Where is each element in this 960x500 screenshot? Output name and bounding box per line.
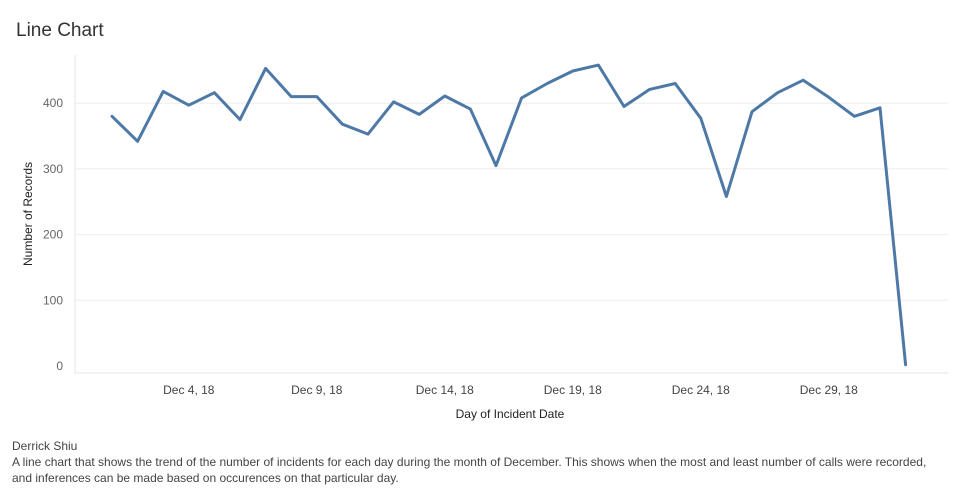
data-point[interactable] xyxy=(902,361,910,369)
x-axis-ticks: Dec 4, 18 Dec 9, 18 Dec 14, 18 Dec 19, 18 De… xyxy=(163,383,858,397)
data-point[interactable] xyxy=(722,192,730,200)
y-tick-label: 200 xyxy=(43,228,63,242)
data-point[interactable] xyxy=(850,112,858,120)
data-point[interactable] xyxy=(620,102,628,110)
data-point[interactable] xyxy=(671,79,679,87)
y-axis-ticks: 0 100 200 300 400 xyxy=(43,96,63,373)
x-tick-label: Dec 19, 18 xyxy=(544,383,602,397)
caption-description: A line chart that shows the trend of the… xyxy=(12,455,927,485)
data-point[interactable] xyxy=(492,162,500,170)
data-point[interactable] xyxy=(594,61,602,69)
y-tick-label: 100 xyxy=(43,293,63,307)
x-tick-label: Dec 4, 18 xyxy=(163,383,215,397)
data-point[interactable] xyxy=(262,64,270,72)
data-point[interactable] xyxy=(338,120,346,128)
data-point[interactable] xyxy=(159,87,167,95)
data-point[interactable] xyxy=(134,137,142,145)
data-point[interactable] xyxy=(313,93,321,101)
data-point[interactable] xyxy=(210,89,218,97)
data-point[interactable] xyxy=(569,67,577,75)
data-point[interactable] xyxy=(774,89,782,97)
data-point[interactable] xyxy=(876,104,884,112)
x-tick-label: Dec 29, 18 xyxy=(800,383,858,397)
data-point[interactable] xyxy=(441,92,449,100)
y-tick-label: 300 xyxy=(43,162,63,176)
data-point[interactable] xyxy=(390,98,398,106)
chart-caption: Derrick Shiu A line chart that shows the… xyxy=(12,438,942,486)
y-tick-label: 400 xyxy=(43,96,63,110)
x-tick-label: Dec 14, 18 xyxy=(416,383,474,397)
data-point[interactable] xyxy=(415,110,423,118)
chart-title: Line Chart xyxy=(16,20,104,41)
data-point[interactable] xyxy=(697,114,705,122)
data-point[interactable] xyxy=(799,76,807,84)
data-point[interactable] xyxy=(825,93,833,101)
line-chart: 0 100 200 300 400 Dec 4, 18 Dec 9, 18 Dec 14, … xyxy=(21,55,948,421)
data-point[interactable] xyxy=(364,130,372,138)
data-point[interactable] xyxy=(287,93,295,101)
series-group xyxy=(108,61,910,369)
y-tick-label: 0 xyxy=(56,359,63,373)
caption-author: Derrick Shiu xyxy=(12,439,78,453)
data-point[interactable] xyxy=(748,108,756,116)
data-point[interactable] xyxy=(646,85,654,93)
x-tick-label: Dec 24, 18 xyxy=(672,383,730,397)
data-point[interactable] xyxy=(518,94,526,102)
data-point[interactable] xyxy=(185,101,193,109)
gridlines xyxy=(75,102,948,301)
x-axis-title: Day of Incident Date xyxy=(456,407,565,421)
series-line xyxy=(110,63,908,367)
data-point[interactable] xyxy=(108,112,116,120)
data-point[interactable] xyxy=(543,79,551,87)
data-point[interactable] xyxy=(236,116,244,124)
x-tick-label: Dec 9, 18 xyxy=(291,383,343,397)
data-point[interactable] xyxy=(466,105,474,113)
y-axis-title: Number of Records xyxy=(21,162,35,266)
